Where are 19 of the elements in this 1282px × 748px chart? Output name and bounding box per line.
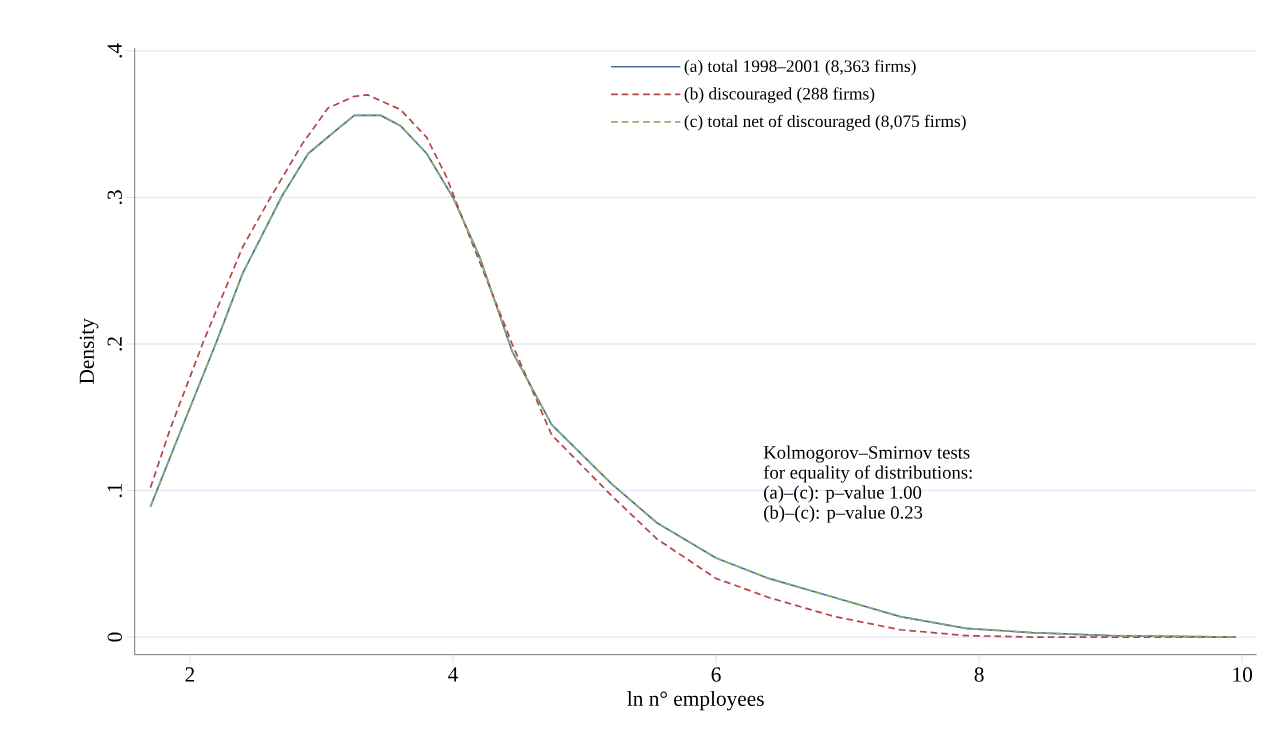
x-tick-label: 4: [448, 667, 458, 682]
legend-label: (c) total net of discouraged (8,075 firms): [684, 114, 966, 131]
x-tick-label: 2: [185, 667, 195, 682]
legend-label: (a) total 1998–2001 (8,363 firms): [684, 59, 916, 76]
legend-label: (b) discouraged (288 firms): [684, 87, 875, 104]
annotation: Kolmogorov–Smirnov tests: [763, 445, 970, 463]
annotation: for equality of distributions:: [763, 465, 972, 483]
x-tick-label: 10: [1233, 667, 1253, 682]
y-tick-label: .1: [107, 483, 122, 498]
x-tick-label: 6: [711, 667, 721, 682]
annotation: (b)–(c): p–value 0.23: [764, 505, 923, 523]
x-tick-label: 8: [974, 667, 984, 682]
y-tick-label: .4: [107, 43, 122, 58]
y-axis-title: Density: [79, 318, 99, 384]
x-axis-title: ln n° employees: [627, 690, 764, 711]
y-tick-label: .3: [107, 190, 122, 205]
annotation: (a)–(c): p–value 1.00: [764, 485, 922, 503]
y-tick-label: .2: [107, 337, 122, 351]
y-tick-label: 0: [107, 632, 122, 642]
